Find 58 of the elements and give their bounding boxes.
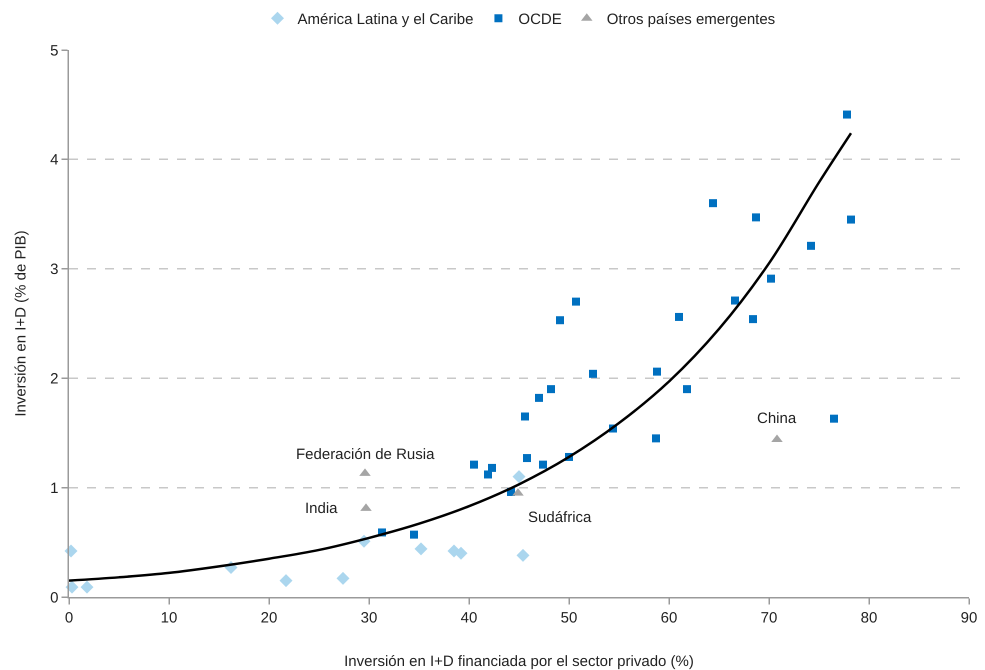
point bbox=[709, 199, 717, 208]
point bbox=[652, 434, 660, 442]
point bbox=[336, 572, 350, 585]
point bbox=[547, 385, 555, 394]
x-tick-label: 40 bbox=[460, 610, 478, 626]
point bbox=[488, 464, 496, 472]
y-tick-label: 4 bbox=[50, 152, 58, 169]
point bbox=[512, 470, 526, 484]
point bbox=[539, 460, 547, 469]
x-tick-label: 20 bbox=[260, 610, 278, 626]
point bbox=[414, 542, 428, 556]
point bbox=[572, 298, 580, 306]
point bbox=[843, 110, 851, 119]
point bbox=[556, 316, 564, 324]
point bbox=[731, 296, 739, 305]
y-tick-label: 2 bbox=[50, 370, 58, 388]
x-tick-label: 60 bbox=[660, 610, 678, 626]
y-tick-label: 0 bbox=[50, 589, 58, 606]
point bbox=[830, 414, 838, 423]
point bbox=[80, 580, 94, 594]
point bbox=[589, 370, 597, 378]
point bbox=[521, 412, 529, 420]
point bbox=[484, 470, 492, 478]
point bbox=[516, 548, 530, 562]
annotation: India bbox=[305, 500, 338, 517]
x-axis-title: Inversión en I+D financiada por el sector privado (%) bbox=[344, 653, 694, 670]
point bbox=[675, 312, 683, 321]
point bbox=[653, 368, 661, 376]
point bbox=[410, 530, 418, 539]
y-tick-label: 5 bbox=[50, 42, 58, 60]
point bbox=[807, 242, 815, 250]
y-tick-label: 3 bbox=[50, 261, 58, 278]
legend-label: OCDE bbox=[518, 11, 562, 28]
annotation: Sudáfrica bbox=[528, 509, 592, 526]
annotation: Federación de Rusia bbox=[296, 446, 436, 463]
point bbox=[767, 274, 775, 283]
legend-label: América Latina y el Caribe bbox=[298, 11, 474, 28]
point bbox=[454, 546, 468, 560]
x-tick-label: 80 bbox=[860, 610, 878, 626]
x-tick-label: 50 bbox=[560, 610, 578, 626]
x-tick-label: 30 bbox=[360, 610, 378, 626]
y-axis-title: Inversión en I+D (% de PIB) bbox=[12, 230, 30, 417]
y-tick-label: 1 bbox=[50, 480, 58, 497]
point bbox=[280, 574, 292, 588]
x-tick-label: 70 bbox=[760, 610, 778, 626]
point bbox=[847, 216, 855, 224]
point bbox=[752, 213, 760, 222]
annotation: China bbox=[757, 410, 797, 427]
point bbox=[470, 460, 478, 469]
x-tick-label: 10 bbox=[160, 610, 178, 626]
point bbox=[66, 580, 78, 594]
point bbox=[523, 454, 531, 462]
point bbox=[683, 385, 691, 394]
legend-label: Otros países emergentes bbox=[606, 11, 776, 28]
x-tick-label: 0 bbox=[64, 610, 74, 626]
x-tick-label: 90 bbox=[960, 610, 978, 626]
point bbox=[535, 394, 543, 402]
point bbox=[749, 315, 757, 324]
